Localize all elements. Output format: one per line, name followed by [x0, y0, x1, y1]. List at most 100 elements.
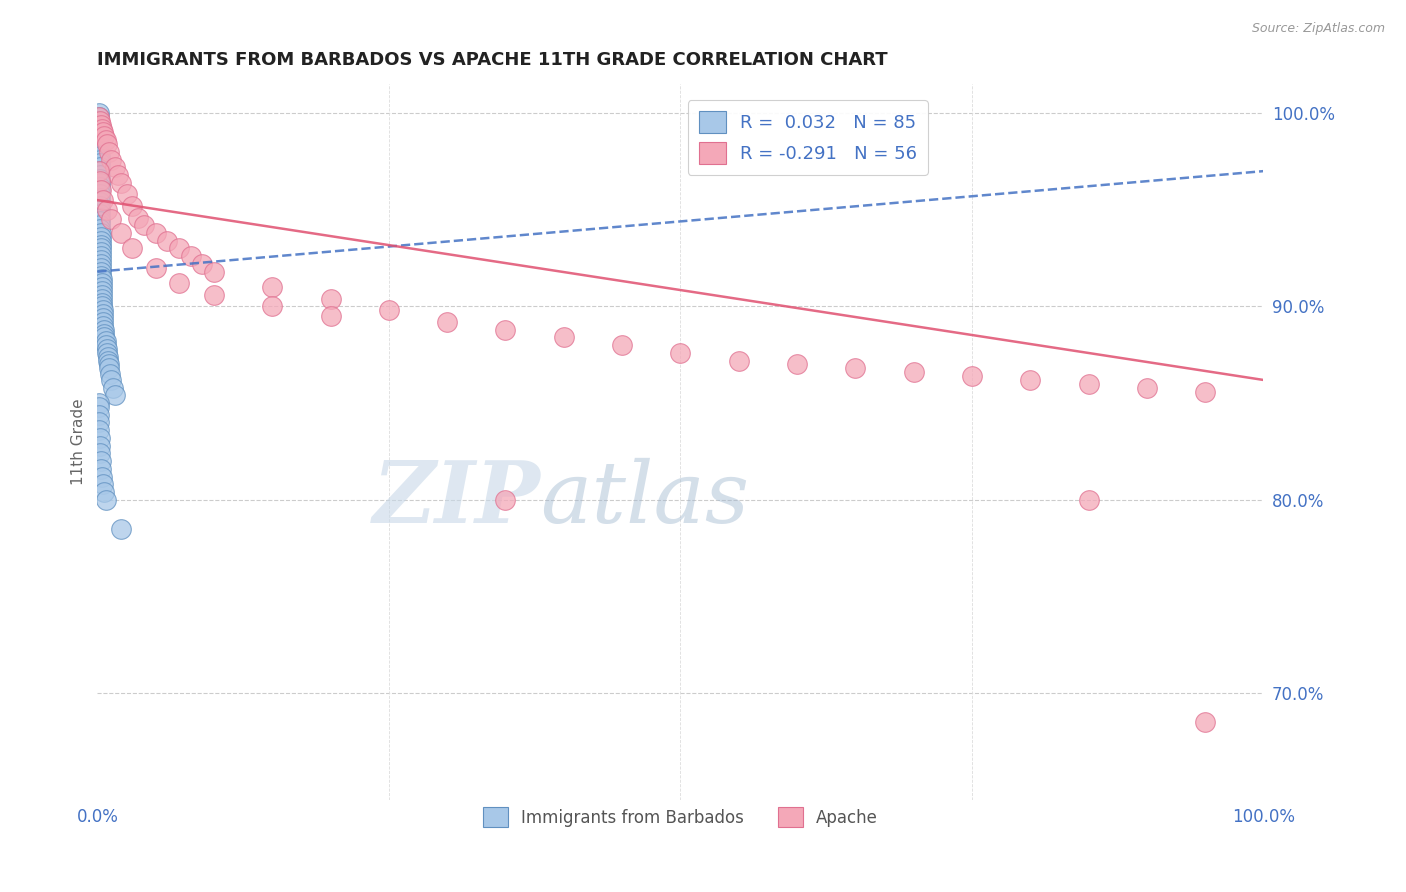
Point [115, 187, 138, 202]
Point [110, 176, 132, 190]
Point [145, 226, 167, 240]
Point [1077, 492, 1099, 507]
Point [100, 373, 122, 387]
Point [145, 260, 167, 275]
Point [87, 106, 110, 120]
Point [90, 226, 112, 240]
Point [90, 265, 112, 279]
Point [98, 145, 121, 159]
Point [90, 242, 112, 256]
Point [89, 191, 111, 205]
Point [91, 272, 114, 286]
Point [89, 161, 111, 175]
Point [180, 249, 202, 263]
Legend: Immigrants from Barbados, Apache: Immigrants from Barbados, Apache [477, 800, 884, 834]
Point [87, 423, 110, 437]
Point [91, 303, 114, 318]
Point [89, 113, 111, 128]
Point [90, 454, 112, 468]
Point [93, 323, 115, 337]
Point [91, 311, 114, 326]
Point [1136, 381, 1159, 395]
Point [87, 126, 110, 140]
Point [93, 330, 115, 344]
Point [1019, 373, 1042, 387]
Text: Source: ZipAtlas.com: Source: ZipAtlas.com [1251, 22, 1385, 36]
Point [90, 234, 112, 248]
Point [87, 135, 110, 149]
Point [91, 126, 114, 140]
Y-axis label: 11th Grade: 11th Grade [72, 399, 86, 485]
Point [191, 257, 214, 271]
Text: ZIP: ZIP [373, 458, 540, 541]
Point [89, 174, 111, 188]
Point [91, 300, 114, 314]
Point [110, 226, 132, 240]
Point [91, 292, 114, 306]
Point [903, 365, 925, 379]
Point [91, 295, 114, 310]
Point [90, 268, 112, 283]
Point [97, 353, 120, 368]
Point [91, 288, 114, 302]
Point [1194, 384, 1216, 399]
Point [93, 326, 115, 341]
Point [94, 334, 117, 349]
Point [104, 161, 127, 175]
Point [90, 257, 112, 271]
Point [110, 522, 132, 536]
Point [96, 137, 118, 152]
Point [786, 358, 808, 372]
Point [89, 207, 111, 221]
Point [91, 469, 114, 483]
Point [87, 110, 110, 124]
Point [91, 318, 114, 333]
Point [202, 288, 225, 302]
Point [89, 187, 111, 202]
Point [87, 129, 110, 144]
Point [89, 211, 111, 225]
Point [90, 184, 112, 198]
Point [91, 315, 114, 329]
Point [87, 121, 110, 136]
Point [91, 277, 114, 291]
Point [89, 179, 111, 194]
Point [319, 309, 342, 323]
Point [93, 485, 115, 500]
Point [96, 342, 118, 356]
Point [669, 346, 692, 360]
Point [90, 249, 112, 263]
Point [87, 113, 110, 128]
Point [98, 367, 121, 381]
Point [89, 214, 111, 228]
Point [89, 156, 111, 170]
Point [98, 361, 121, 376]
Point [90, 253, 112, 268]
Point [98, 358, 121, 372]
Point [89, 184, 111, 198]
Text: atlas: atlas [540, 458, 749, 541]
Point [90, 237, 112, 252]
Point [89, 222, 111, 236]
Point [378, 303, 401, 318]
Point [89, 446, 111, 460]
Point [91, 121, 114, 136]
Point [96, 202, 118, 217]
Point [156, 234, 179, 248]
Point [90, 260, 112, 275]
Point [91, 193, 114, 207]
Point [844, 361, 866, 376]
Point [495, 492, 517, 507]
Point [89, 172, 111, 186]
Point [319, 292, 342, 306]
Text: IMMIGRANTS FROM BARBADOS VS APACHE 11TH GRADE CORRELATION CHART: IMMIGRANTS FROM BARBADOS VS APACHE 11TH … [97, 51, 889, 69]
Point [87, 118, 110, 132]
Point [87, 110, 110, 124]
Point [89, 168, 111, 182]
Point [107, 168, 129, 182]
Point [90, 118, 112, 132]
Point [89, 164, 111, 178]
Point [89, 439, 111, 453]
Point [90, 462, 112, 476]
Point [610, 338, 633, 352]
